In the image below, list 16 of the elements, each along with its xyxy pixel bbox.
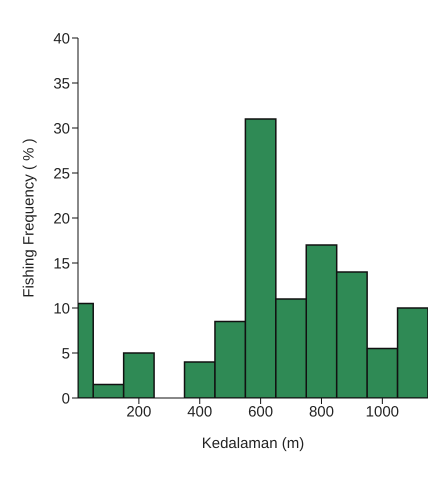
y-tick-label: 0 <box>62 390 70 408</box>
x-tick-label: 200 <box>126 404 152 421</box>
x-tick-label: 600 <box>248 404 274 421</box>
y-tick-label: 25 <box>53 165 70 182</box>
y-tick-label: 20 <box>53 210 70 228</box>
y-tick-label: 15 <box>53 255 70 272</box>
y-tick-label: 5 <box>62 345 70 362</box>
y-tick-label: 35 <box>53 75 70 92</box>
y-tick-label: 10 <box>53 300 70 318</box>
x-tick-label: 400 <box>187 404 212 421</box>
x-tick-label: 800 <box>308 404 334 421</box>
x-tick-label: 1000 <box>366 404 400 421</box>
y-tick-label: 30 <box>53 120 70 138</box>
x-axis-title: Kedalaman (m) <box>202 435 304 452</box>
y-tick-label: 40 <box>53 30 70 48</box>
y-axis-title: Fishing Frequency ( % ) <box>20 138 38 298</box>
